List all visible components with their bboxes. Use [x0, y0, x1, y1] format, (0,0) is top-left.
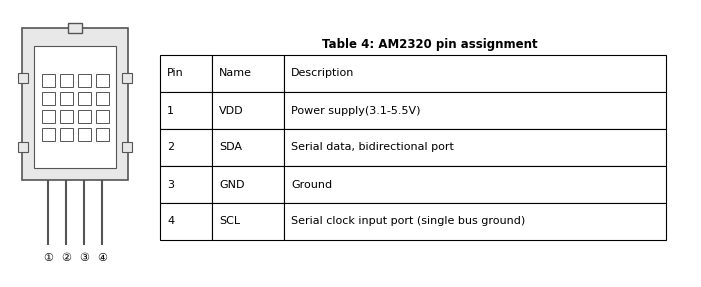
Bar [68, 23, 82, 33]
Bar [60, 73, 72, 86]
Bar [160, 166, 212, 203]
Text: 3: 3 [167, 179, 174, 189]
Text: ③: ③ [79, 253, 89, 263]
Bar [95, 127, 109, 141]
Text: Serial data, bidirectional port: Serial data, bidirectional port [291, 143, 454, 152]
Bar [284, 129, 666, 166]
Bar [41, 127, 55, 141]
Text: Power supply(3.1-5.5V): Power supply(3.1-5.5V) [291, 106, 421, 115]
Bar [284, 166, 666, 203]
Bar [78, 127, 90, 141]
Text: VDD: VDD [219, 106, 244, 115]
Bar [41, 73, 55, 86]
Text: Description: Description [291, 69, 355, 79]
Bar [34, 46, 116, 168]
Bar [78, 92, 90, 104]
Text: GND: GND [219, 179, 245, 189]
Bar [122, 141, 132, 152]
Text: ④: ④ [97, 253, 107, 263]
Bar [160, 92, 212, 129]
Bar [212, 166, 284, 203]
Bar [212, 203, 284, 240]
Bar [78, 110, 90, 123]
Bar [212, 55, 284, 92]
Text: 2: 2 [167, 143, 174, 152]
Text: Pin: Pin [167, 69, 184, 79]
Bar [160, 55, 212, 92]
Bar [122, 73, 132, 83]
Bar [78, 73, 90, 86]
Bar [284, 55, 666, 92]
Bar [212, 92, 284, 129]
Bar [160, 203, 212, 240]
Bar [95, 110, 109, 123]
Bar [18, 73, 28, 83]
Bar [95, 73, 109, 86]
Text: Name: Name [219, 69, 252, 79]
Text: Serial clock input port (single bus ground): Serial clock input port (single bus grou… [291, 216, 525, 226]
Text: Ground: Ground [291, 179, 332, 189]
Text: 4: 4 [167, 216, 174, 226]
Bar [41, 92, 55, 104]
Bar [18, 141, 28, 152]
Bar [60, 92, 72, 104]
Text: Table 4: AM2320 pin assignment: Table 4: AM2320 pin assignment [322, 38, 538, 51]
Bar [41, 110, 55, 123]
Text: SCL: SCL [219, 216, 240, 226]
Bar [284, 203, 666, 240]
Text: SDA: SDA [219, 143, 242, 152]
Text: ①: ① [43, 253, 53, 263]
Bar [22, 28, 128, 180]
Bar [160, 129, 212, 166]
Text: 1: 1 [167, 106, 174, 115]
Bar [60, 127, 72, 141]
Bar [284, 92, 666, 129]
Bar [60, 110, 72, 123]
Bar [212, 129, 284, 166]
Text: ②: ② [61, 253, 71, 263]
Bar [95, 92, 109, 104]
